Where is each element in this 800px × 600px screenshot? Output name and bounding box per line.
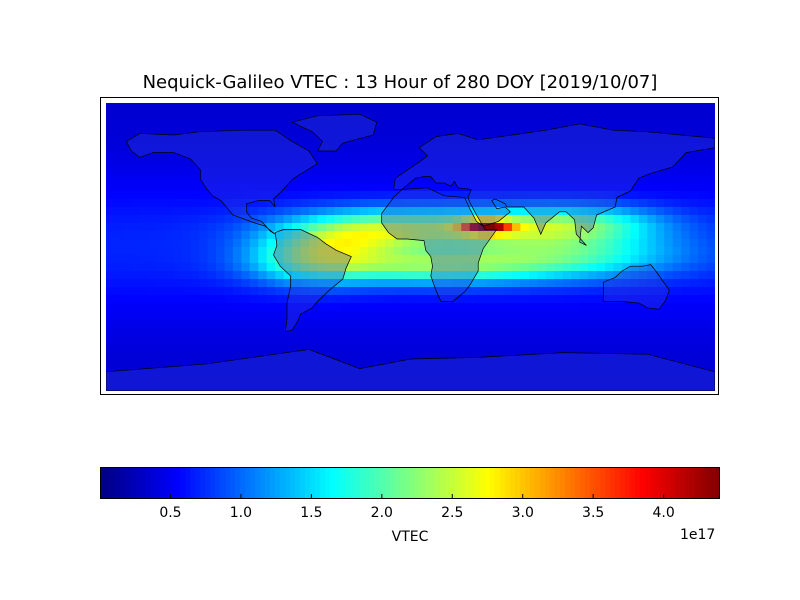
vtec-map: [106, 103, 715, 391]
map-title: Nequick-Galileo VTEC : 13 Hour of 280 DO…: [142, 72, 658, 93]
colorbar-tick-label: 1.0: [229, 505, 253, 521]
colorbar-tick-label: 4.0: [652, 505, 675, 521]
colorbar-tick-label: 2.5: [441, 505, 464, 521]
colorbar-exponent: 1e17: [680, 527, 716, 543]
colorbar-tick-label: 1.5: [300, 505, 323, 521]
colorbar-tick-label: 0.5: [159, 505, 182, 521]
colorbar-tick-label: 3.0: [511, 505, 534, 521]
continent-antarctica: [106, 349, 715, 391]
colorbar-label: VTEC: [391, 529, 429, 545]
map-frame: [100, 97, 719, 395]
continent-greenland: [291, 113, 378, 152]
vtec-heatmap: [106, 103, 715, 391]
continent-europe-asia: [393, 123, 715, 246]
continent-north-america: [125, 129, 318, 235]
colorbar-tick-label: 2.0: [370, 505, 393, 521]
colorbar-tick-label: 3.5: [582, 505, 605, 521]
continent-africa: [381, 187, 498, 302]
colorbar-gradient: [100, 467, 720, 499]
continent-australia: [602, 264, 670, 310]
continent-south-america: [273, 229, 352, 333]
coastlines: [106, 113, 715, 391]
colorbar: [100, 467, 720, 499]
